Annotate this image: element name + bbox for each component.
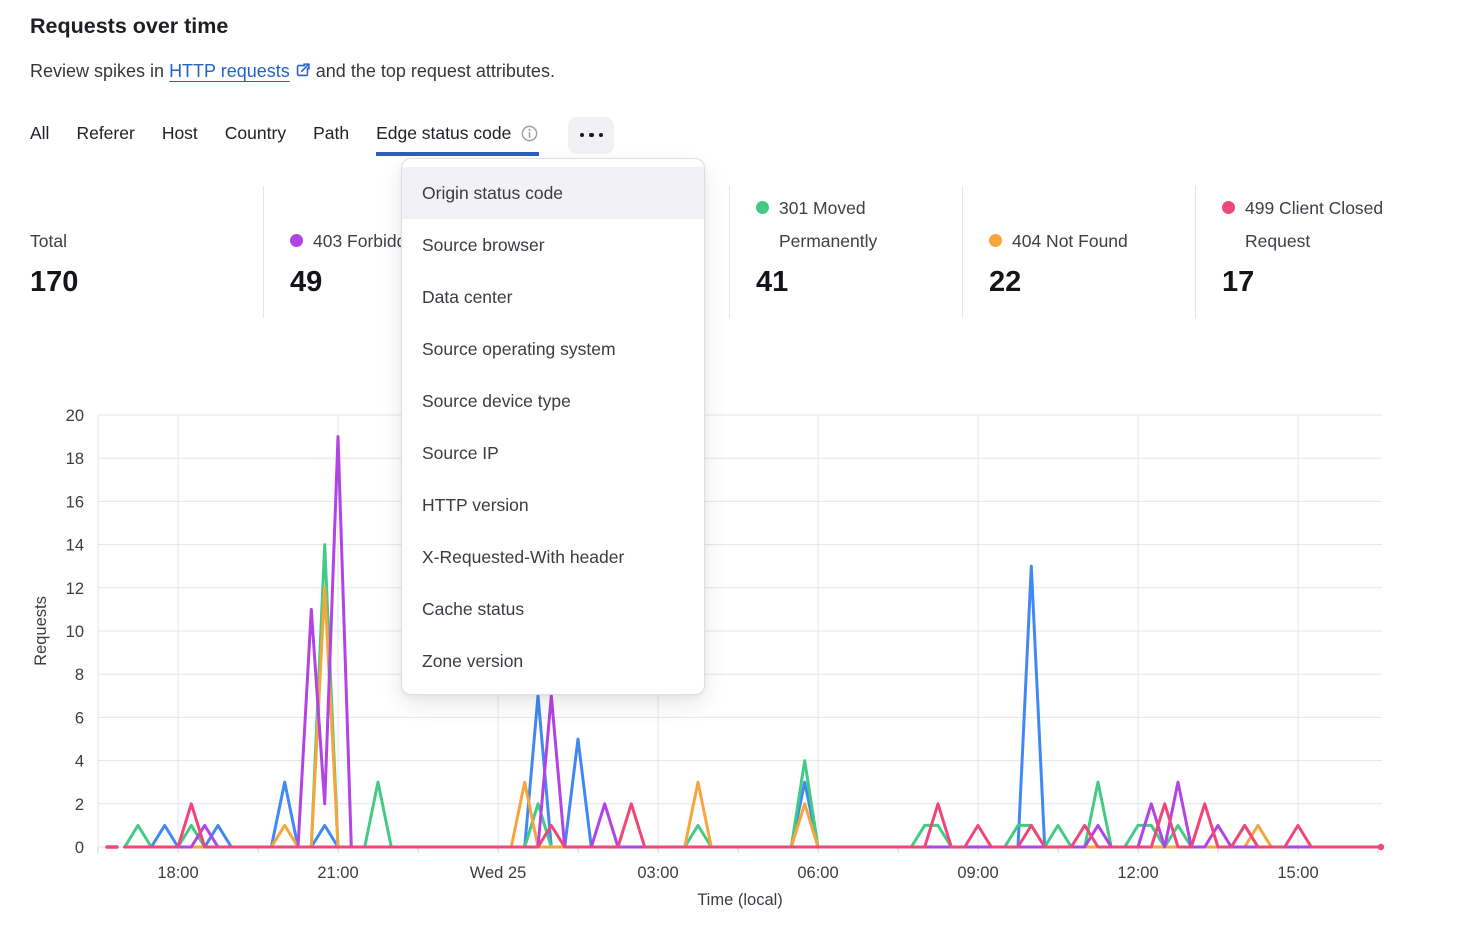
stat-499-client-closed-request: 499 Client Closed Request 17 — [1195, 186, 1428, 318]
stats-row: Total 170 403 Forbidden 49 301 Moved Permane… — [30, 186, 1428, 318]
ellipsis-icon — [589, 132, 594, 138]
tab-path[interactable]: Path — [313, 114, 349, 156]
x-tick-label: Wed 25 — [470, 864, 527, 882]
stat-label: 404 Not Found — [1012, 231, 1128, 251]
subtitle-prefix: Review spikes in — [30, 61, 170, 81]
tab-label: Edge status code — [376, 122, 512, 143]
y-tick-label: 20 — [66, 407, 84, 425]
y-tick-label: 6 — [75, 709, 84, 727]
stat-403-forbidden: 403 Forbidden 49 — [263, 186, 496, 318]
x-tick-label: 03:00 — [637, 864, 678, 882]
external-link-icon — [296, 63, 310, 77]
menu-item-source-device-type[interactable]: Source device type — [422, 390, 571, 411]
subtitle-suffix: and the top request attributes. — [310, 61, 555, 81]
menu-item-zone-version[interactable]: Zone version — [422, 650, 524, 671]
tab-referer[interactable]: Referer — [76, 114, 134, 156]
tab-country[interactable]: Country — [225, 114, 286, 156]
attribute-dropdown-menu: Origin status code Source browser Data cen… — [401, 158, 705, 695]
info-icon[interactable] — [520, 124, 539, 143]
y-tick-label: 0 — [75, 839, 84, 857]
ellipsis-icon — [579, 132, 585, 138]
more-options-button[interactable] — [568, 116, 615, 154]
stat-value: 49 — [290, 266, 323, 298]
menu-item-source-operating-system[interactable]: Source operating system — [422, 338, 616, 359]
stat-404-not-found: 404 Not Found 22 — [962, 186, 1195, 318]
stat-301-moved-permanently: 301 Moved Permanently 41 — [729, 186, 962, 318]
y-tick-label: 12 — [66, 580, 84, 598]
y-tick-label: 16 — [66, 493, 84, 511]
stat-total: Total 170 — [30, 186, 263, 318]
stat-label: 301 Moved Permanently — [779, 198, 878, 251]
y-tick-label: 14 — [66, 537, 84, 555]
http-requests-link[interactable]: HTTP requests — [169, 61, 290, 81]
x-tick-label: 18:00 — [157, 864, 198, 882]
menu-item-source-ip[interactable]: Source IP — [422, 442, 499, 463]
tab-edge-status-code[interactable]: Edge status code — [376, 114, 540, 156]
menu-item-cache-status[interactable]: Cache status — [422, 598, 525, 619]
legend-dot — [756, 201, 769, 214]
menu-item-data-center[interactable]: Data center — [422, 286, 513, 307]
legend-dot — [290, 234, 303, 247]
menu-item-http-version[interactable]: HTTP version — [422, 494, 529, 515]
page-subtitle: Review spikes in HTTP requests and the t… — [30, 61, 555, 82]
stat-value: 41 — [756, 266, 789, 298]
tab-host[interactable]: Host — [162, 114, 198, 156]
x-tick-label: 15:00 — [1277, 864, 1318, 882]
chart-area: 0 2 4 6 8 10 12 14 16 18 20 18:00 21:00 Wed 25 03:00 06… — [0, 400, 1458, 940]
y-tick-label: 8 — [75, 666, 84, 684]
tab-label: Country — [224, 122, 287, 143]
series-end-dot — [1377, 843, 1385, 851]
requests-chart-svg: 0 2 4 6 8 10 12 14 16 18 20 18:00 21:00 Wed 25 03:00 06… — [32, 407, 1385, 909]
x-tick-label: 06:00 — [797, 864, 838, 882]
tab-label: Path — [313, 122, 350, 143]
menu-item-source-browser[interactable]: Source browser — [422, 234, 545, 255]
legend-dot — [1222, 201, 1235, 214]
x-axis-title: Time (local) — [697, 891, 783, 909]
ellipsis-icon — [598, 132, 604, 138]
y-tick-label: 2 — [75, 796, 84, 814]
y-tick-label: 10 — [66, 623, 84, 641]
x-tick-label: 21:00 — [317, 864, 358, 882]
tab-label: Host — [161, 122, 198, 143]
series-line-499-client-closed-request — [123, 802, 1380, 849]
tab-label: All — [30, 122, 50, 143]
menu-item-origin-status-code[interactable]: Origin status code — [402, 167, 704, 219]
tab-all[interactable]: All — [30, 114, 49, 156]
stat-label: Total — [30, 231, 67, 251]
tabs-row: All Referer Host Country Path Edge status cod… — [30, 114, 615, 156]
stat-value: 170 — [30, 266, 79, 298]
stat-value: 17 — [1222, 266, 1255, 298]
y-tick-label: 4 — [75, 753, 84, 771]
menu-item-x-requested-with-header[interactable]: X-Requested-With header — [422, 546, 625, 567]
stat-value: 22 — [989, 266, 1022, 298]
y-axis-title: Requests — [32, 596, 50, 666]
x-tick-label: 12:00 — [1117, 864, 1158, 882]
stat-label: 403 Forbidden — [313, 231, 426, 251]
page-title: Requests over time — [30, 14, 229, 38]
tab-label: Referer — [76, 122, 135, 143]
y-tick-label: 18 — [66, 450, 84, 468]
stat-label: 499 Client Closed Request — [1245, 198, 1384, 251]
x-tick-label: 09:00 — [957, 864, 998, 882]
legend-dot — [989, 234, 1002, 247]
